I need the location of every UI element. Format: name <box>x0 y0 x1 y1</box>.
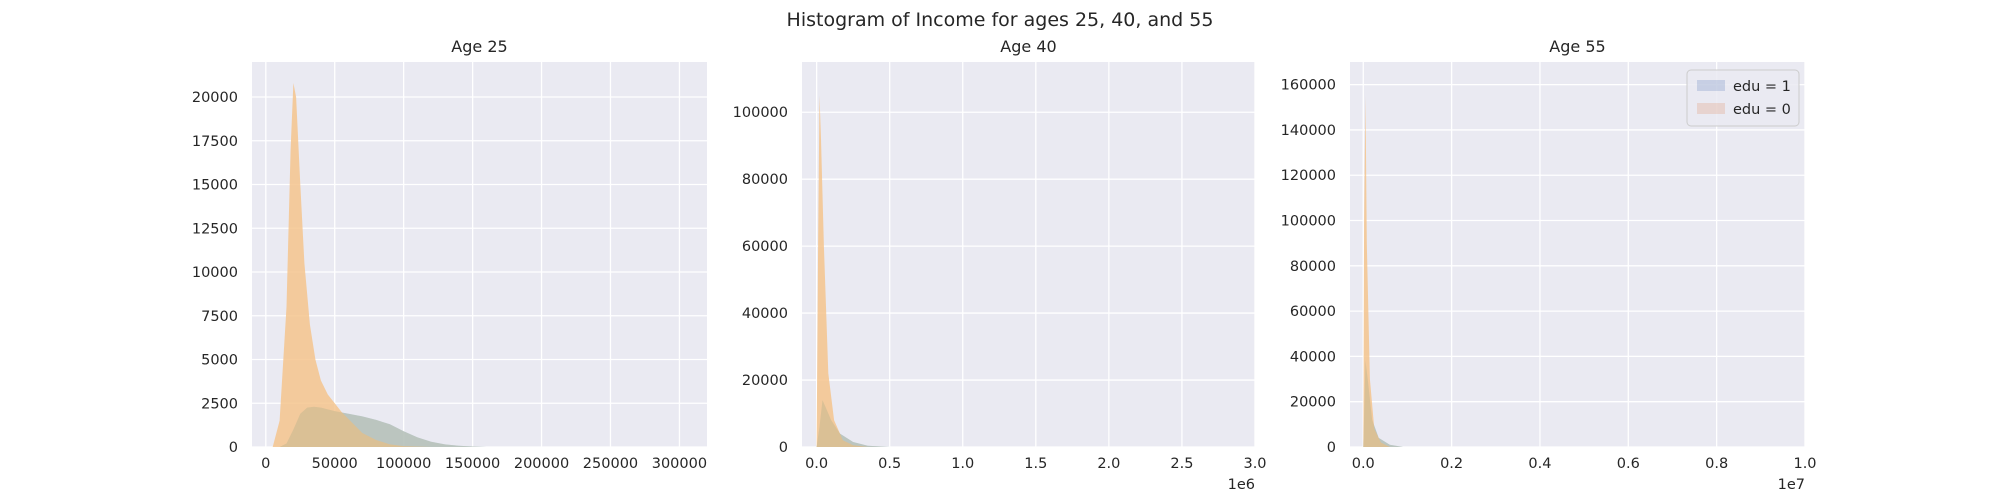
series-overlap <box>279 406 487 447</box>
y-tick-label: 60000 <box>742 239 788 255</box>
y-tick-label: 7500 <box>201 309 238 325</box>
y-tick-label: 80000 <box>742 172 788 188</box>
x-tick-label: 1.5 <box>1024 456 1047 472</box>
y-tick-label: 140000 <box>1281 123 1336 139</box>
series-edu-0 <box>816 95 868 447</box>
x-tick-label: 0.4 <box>1528 456 1551 472</box>
legend-label: edu = 0 <box>1733 102 1791 118</box>
y-tick-label: 0 <box>229 440 238 456</box>
legend: edu = 1 edu = 0 <box>1686 69 1800 127</box>
x-tick-label: 2.5 <box>1170 456 1193 472</box>
y-tick-label: 2500 <box>201 396 238 412</box>
series-overlap <box>1363 360 1403 447</box>
y-tick-label: 20000 <box>1290 395 1336 411</box>
x-offset-label: 1e6 <box>1228 477 1255 493</box>
legend-swatch <box>1697 80 1725 91</box>
y-tick-label: 160000 <box>1281 78 1336 94</box>
y-tick-label: 0 <box>1327 440 1336 456</box>
y-tick-label: 60000 <box>1290 304 1336 320</box>
series-edu-0 <box>1363 96 1390 447</box>
y-tick-label: 15000 <box>192 178 238 194</box>
y-tick-label: 80000 <box>1290 259 1336 275</box>
y-tick-label: 20000 <box>192 90 238 106</box>
x-tick-label: 0.0 <box>1352 456 1375 472</box>
plot-area <box>802 62 1255 447</box>
panel-title: Age 25 <box>451 37 507 56</box>
histogram-series-group <box>816 95 890 447</box>
x-tick-label: 1.0 <box>1793 456 1816 472</box>
series-overlap <box>816 400 890 447</box>
x-tick-label: 0 <box>261 456 270 472</box>
histogram-series-group <box>1363 96 1403 447</box>
x-tick-label: 3.0 <box>1243 456 1266 472</box>
x-tick-label: 0.6 <box>1617 456 1640 472</box>
y-tick-label: 100000 <box>733 105 788 121</box>
y-tick-label: 0 <box>779 440 788 456</box>
x-offset-label: 1e7 <box>1778 477 1805 493</box>
legend-swatch <box>1697 103 1725 114</box>
y-tick-label: 12500 <box>192 221 238 237</box>
plot-area <box>252 62 707 447</box>
x-tick-label: 0.2 <box>1440 456 1463 472</box>
panel-title: Age 55 <box>1549 37 1605 56</box>
panel-title: Age 40 <box>1000 37 1056 56</box>
y-tick-label: 100000 <box>1281 214 1336 230</box>
y-tick-label: 10000 <box>192 265 238 281</box>
series-edu-0 <box>272 83 432 447</box>
x-tick-label: 100000 <box>376 456 431 472</box>
x-tick-label: 250000 <box>583 456 638 472</box>
legend-box <box>1686 69 1800 127</box>
figure-title: Histogram of Income for ages 25, 40, and… <box>787 9 1214 31</box>
x-tick-label: 2.0 <box>1097 456 1120 472</box>
histogram-series-group <box>272 83 487 447</box>
y-tick-label: 120000 <box>1281 168 1336 184</box>
x-tick-label: 300000 <box>652 456 707 472</box>
y-tick-label: 17500 <box>192 134 238 150</box>
x-tick-label: 1.0 <box>951 456 974 472</box>
x-tick-label: 200000 <box>514 456 569 472</box>
legend-label: edu = 1 <box>1733 79 1791 95</box>
y-tick-label: 20000 <box>742 373 788 389</box>
x-tick-label: 0.8 <box>1705 456 1728 472</box>
x-tick-label: 150000 <box>445 456 500 472</box>
y-tick-label: 40000 <box>1290 349 1336 365</box>
x-tick-label: 0.0 <box>805 456 828 472</box>
panel-1: Age 250 50000 100000 150000 200000 250000 3000… <box>192 37 707 472</box>
x-tick-label: 50000 <box>312 456 358 472</box>
y-tick-label: 40000 <box>742 306 788 322</box>
x-tick-label: 0.5 <box>878 456 901 472</box>
panel-2: Age 40 0.0 0.5 1.0 1.5 2.0 2.5 3.0 0 20000 40000 60… <box>733 37 1267 493</box>
y-tick-label: 5000 <box>201 353 238 369</box>
